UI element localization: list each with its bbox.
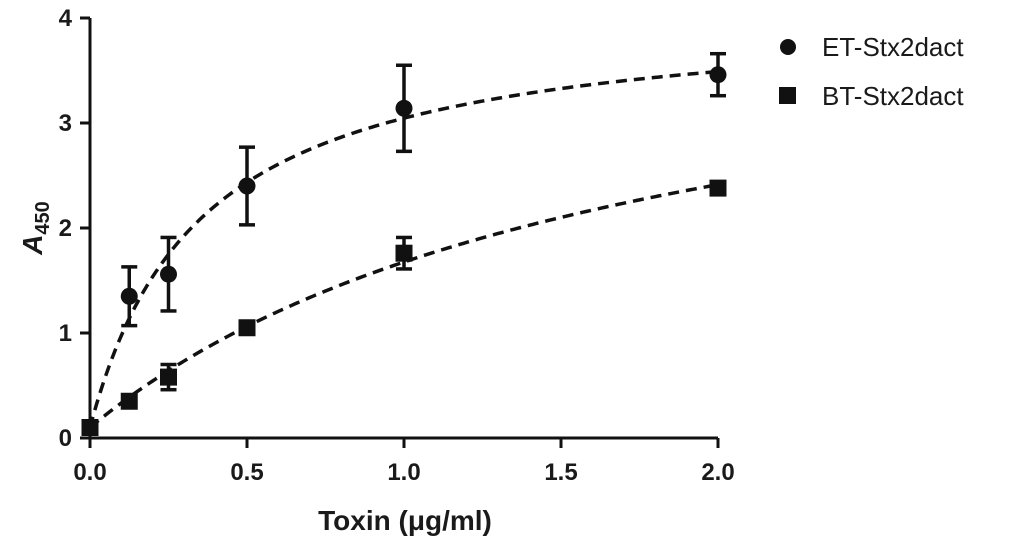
legend-label-series-2: BT-Stx2dact [822,81,964,111]
x-tick-label: 1.5 [544,459,577,486]
y-tick-label: 0 [59,425,72,452]
y-tick-label: 3 [59,110,72,137]
data-point-square [81,419,99,436]
data-point-square [238,319,256,337]
data-point-square [395,244,413,262]
error-bars [121,51,726,392]
x-tick-label: 1.0 [387,459,420,486]
x-axis-title: Toxin (μg/ml) [318,505,492,536]
x-tick-label: 0.0 [73,459,106,486]
y-axis-title-main: A [17,235,48,256]
x-tick-label: 0.5 [230,459,263,486]
y-tick-label: 2 [59,215,72,242]
y-tick-label: 4 [59,5,73,32]
legend-marker-circle [780,39,796,55]
y-axis-title-subscript: 450 [32,201,54,234]
data-point-square [709,179,727,197]
data-point-circle [709,66,727,84]
tick-labels: 0 1 2 3 4 0.0 0.5 1.0 1.5 2.0 [59,5,735,486]
data-point-square [160,368,177,386]
data-markers [81,66,727,436]
legend: ET-Stx2dact BT-Stx2dact [779,32,964,111]
legend-marker-square [779,87,796,104]
data-point-circle [160,265,177,283]
data-point-circle [395,99,413,117]
data-point-circle [238,177,256,195]
data-point-square [120,392,138,410]
fit-curve-series-2 [88,182,719,429]
y-tick-label: 1 [59,320,72,347]
data-point-circle [120,287,138,305]
x-tick-label: 2.0 [701,459,734,486]
legend-label-series-1: ET-Stx2dact [822,32,964,62]
axes [80,16,720,448]
y-axis-title: A450 [17,201,54,256]
